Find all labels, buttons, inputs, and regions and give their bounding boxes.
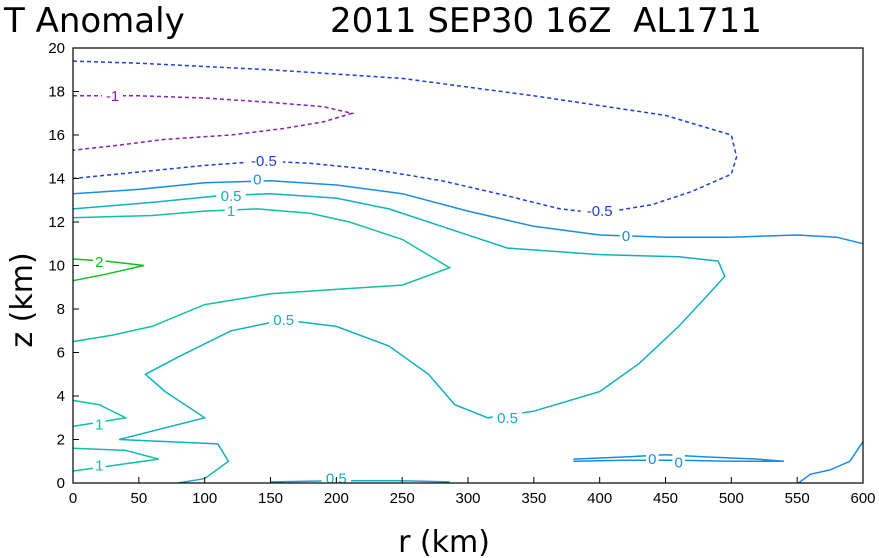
y-tick-label-1: 2	[57, 432, 65, 449]
contour-label-bg-14	[93, 253, 106, 271]
x-tick-label-6: 300	[455, 490, 480, 507]
contour-line-0	[72, 60, 738, 215]
contour-label-bg-13	[93, 456, 106, 474]
y-tick-label-6: 12	[48, 214, 65, 231]
contour-label-12: 1	[95, 416, 103, 433]
contour-line-5	[72, 399, 129, 428]
contour-label-bg-3	[251, 170, 264, 188]
contour-label-bg-8	[268, 310, 299, 328]
x-tick-label-10: 500	[719, 490, 744, 507]
x-axis-ticks: 0 50 100 150 200 250 300 350 400 450 500 550 600	[69, 477, 876, 507]
y-tick-label-10: 20	[48, 40, 65, 57]
contour-label-2: -0.5	[587, 203, 613, 220]
contour-line-7	[72, 258, 145, 282]
contour-line-1	[72, 95, 356, 151]
x-tick-label-1: 50	[130, 490, 147, 507]
contour-label-6: 0	[674, 454, 682, 471]
x-tick-label-0: 0	[69, 490, 77, 507]
plot-frame	[72, 47, 864, 484]
y-tick-label-8: 16	[48, 127, 65, 144]
x-tick-label-3: 150	[258, 490, 283, 507]
y-tick-label-0: 0	[57, 475, 65, 492]
chart-title-right: 2011 SEP30 16Z AL1711	[330, 1, 762, 41]
y-tick-label-9: 18	[48, 84, 65, 101]
y-axis-label: z (km)	[5, 252, 40, 347]
chart-title-left: T Anomaly	[3, 1, 185, 41]
contour-line-3	[72, 192, 726, 484]
contour-line-6	[72, 447, 159, 472]
contour-line-10	[270, 480, 450, 483]
contour-label-4: 0	[622, 228, 630, 245]
x-tick-label-9: 450	[653, 490, 678, 507]
contour-label-bg-1	[244, 152, 283, 170]
contour-label-14: 2	[95, 254, 103, 271]
y-axis-ticks: 0 2 4 6 8 10 12 14 16 18 20	[48, 40, 79, 492]
y-tick-label-3: 6	[57, 345, 65, 362]
x-tick-label-7: 350	[521, 490, 546, 507]
y-tick-label-2: 4	[57, 388, 65, 405]
x-axis-label: r (km)	[398, 525, 490, 558]
contour-lines	[72, 60, 864, 484]
contour-label-3: 0	[253, 172, 261, 189]
contour-label-bg-4	[619, 227, 633, 245]
contour-label-bg-2	[580, 202, 619, 220]
contour-label-5: 0	[648, 451, 656, 468]
y-tick-label-4: 8	[57, 301, 65, 318]
contour-line-9	[798, 441, 864, 484]
contour-label-bg-9	[492, 408, 523, 426]
contour-label-bg-7	[216, 186, 246, 204]
contour-label-bg-12	[93, 415, 106, 433]
contour-label-8: 0.5	[273, 312, 294, 329]
x-tick-label-11: 550	[785, 490, 810, 507]
x-tick-label-5: 250	[390, 490, 415, 507]
x-tick-label-4: 200	[324, 490, 349, 507]
x-tick-label-2: 100	[192, 490, 217, 507]
contour-label-9: 0.5	[497, 410, 518, 427]
contour-label-bg-6	[672, 453, 685, 471]
contour-label-bg-5	[646, 450, 659, 468]
contour-label-bg-11	[224, 202, 238, 220]
contour-line-2	[72, 179, 864, 245]
y-tick-label-5: 10	[48, 258, 65, 275]
contour-line-4	[72, 208, 452, 343]
x-tick-label-12: 600	[850, 490, 875, 507]
contour-label-7: 0.5	[221, 188, 242, 205]
contour-label-0: -1	[106, 88, 119, 105]
contour-label-13: 1	[95, 458, 103, 475]
contour-label-11: 1	[227, 203, 235, 220]
x-tick-label-8: 400	[587, 490, 612, 507]
contour-label-1: -0.5	[251, 153, 277, 170]
contour-label-bg-0	[102, 86, 123, 104]
y-tick-label-7: 14	[48, 171, 65, 188]
